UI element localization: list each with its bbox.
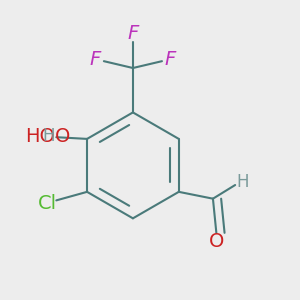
Text: Cl: Cl bbox=[38, 194, 57, 213]
Text: H: H bbox=[236, 173, 249, 191]
Text: H: H bbox=[42, 127, 55, 145]
Text: O: O bbox=[55, 127, 70, 146]
Text: F: F bbox=[165, 50, 176, 69]
Text: F: F bbox=[90, 50, 101, 69]
Text: HO: HO bbox=[25, 127, 55, 146]
Text: O: O bbox=[209, 232, 224, 251]
Text: F: F bbox=[127, 24, 139, 43]
